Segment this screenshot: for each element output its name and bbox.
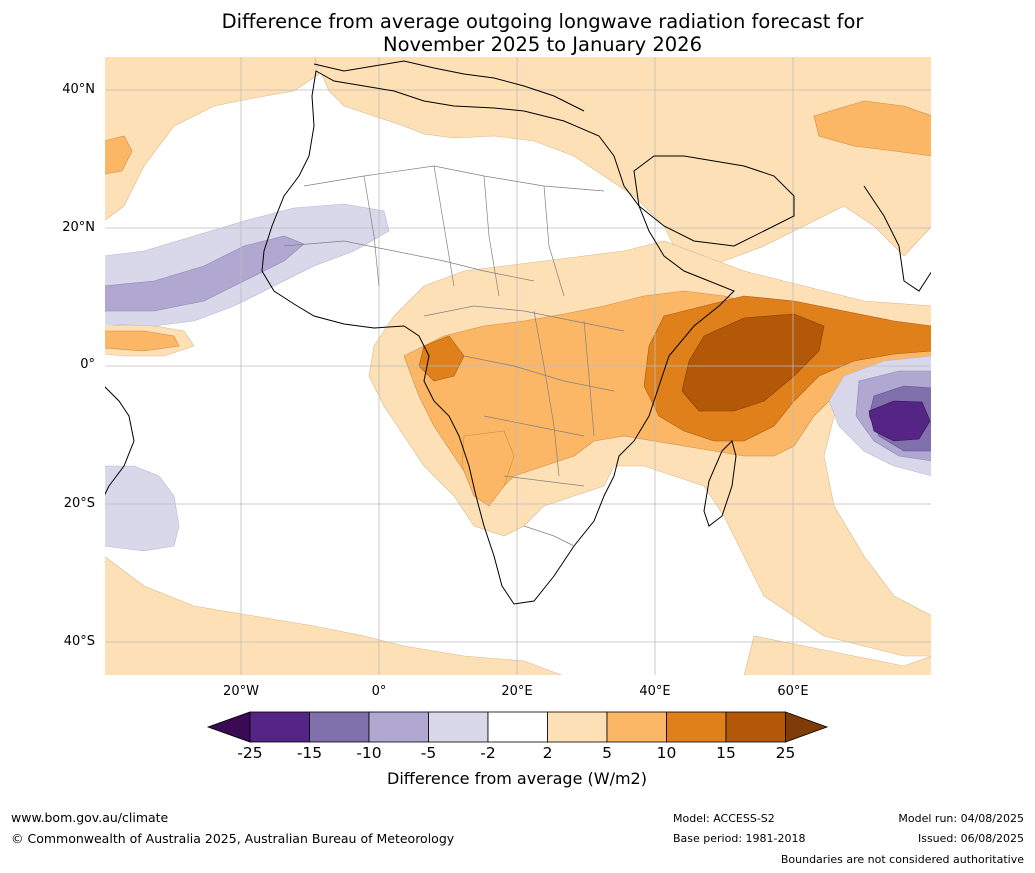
anomaly-neg15-neg25-regions (868, 400, 931, 442)
footer-copyright: © Commonwealth of Australia 2025, Austra… (11, 831, 455, 846)
region-south-atlantic (104, 555, 565, 676)
africa-coastline (261, 70, 735, 605)
country-borders (283, 165, 625, 547)
colorbar-tick-10: 10 (656, 744, 677, 762)
region-sw-africa-5-10 (461, 430, 515, 507)
region-north-atlantic (104, 56, 320, 222)
south-america-coastline (104, 385, 135, 497)
region-middle-east-5-10 (813, 100, 932, 157)
region-south-indian (743, 635, 932, 676)
footer-website: www.bom.gov.au/climate (11, 810, 169, 825)
lon-label-60e: 60°E (777, 684, 809, 699)
colorbar-swatch-5-10 (606, 711, 667, 743)
lat-label-40n: 40°N (62, 82, 95, 97)
lon-label-40e: 40°E (639, 684, 671, 699)
india-coastline (863, 185, 932, 292)
map-gridlines (104, 56, 932, 676)
footer-model: Model: ACCESS-S2 (673, 812, 775, 825)
colorbar-tick-25: 25 (775, 744, 796, 762)
footer-disclaimer: Boundaries are not considered authoritat… (780, 853, 1024, 866)
colorbar-swatch-neg15-neg10 (309, 711, 370, 743)
region-south-atlantic-neg (104, 465, 180, 552)
colorbar-extend-high (785, 711, 829, 743)
madagascar-coastline (703, 440, 737, 527)
colorbar-tick-neg25: -25 (237, 744, 263, 762)
colorbar-swatch-10-15 (666, 711, 727, 743)
title-line-2: November 2025 to January 2026 (383, 33, 702, 56)
colorbar-swatch-neg5-neg2 (428, 711, 489, 743)
title-line-1: Difference from average outgoing longwav… (221, 10, 864, 33)
footer-model-run: Model run: 04/08/2025 (898, 812, 1024, 825)
colorbar-tick-neg2: -2 (480, 744, 496, 762)
footer-base-period: Base period: 1981-2018 (673, 832, 806, 845)
lon-label-20w: 20°W (223, 684, 259, 699)
region-horn-africa-15-25 (681, 313, 825, 412)
colorbar-swatch-15-25 (725, 711, 786, 743)
forecast-map (104, 56, 932, 676)
region-west-africa-5-10 (104, 135, 133, 175)
lat-label-40s: 40°S (63, 634, 95, 649)
region-west-african-coast-neg5 (104, 235, 305, 312)
colorbar-swatch-neg25-neg15 (249, 711, 310, 743)
colorbar-label: Difference from average (W/m2) (387, 769, 647, 788)
arabia-coastline (633, 155, 795, 247)
lon-label-0: 0° (371, 684, 387, 699)
anomaly-15-25-regions (681, 313, 825, 412)
colorbar-swatch-neg10-neg5 (368, 711, 429, 743)
coastlines (104, 60, 932, 605)
colorbar-tick-neg10: -10 (356, 744, 382, 762)
lat-label-0: 0° (80, 357, 95, 372)
colorbar-tick-2: 2 (542, 744, 553, 762)
lat-label-20n: 20°N (62, 220, 95, 235)
colorbar-tick-15: 15 (716, 744, 736, 762)
colorbar-tick-neg15: -15 (296, 744, 323, 762)
europe-coastline (313, 60, 585, 112)
lon-label-20e: 20°E (501, 684, 533, 699)
region-mediterranean-asia (313, 56, 932, 272)
colorbar-tick-neg5: -5 (420, 744, 437, 762)
colorbar-swatch-2-5 (547, 711, 608, 743)
footer-issued: Issued: 06/08/2025 (917, 832, 1024, 845)
colorbar-swatch-neg2-2 (487, 711, 548, 743)
region-atlantic-5-10 (104, 330, 180, 352)
colorbar-tick-5: 5 (602, 744, 612, 762)
colorbar-extend-low (206, 711, 251, 743)
region-indian-neg15 (868, 400, 931, 442)
map-svg (104, 56, 932, 676)
lat-label-20s: 20°S (63, 496, 95, 511)
map-title: Difference from average outgoing longwav… (0, 10, 1035, 56)
